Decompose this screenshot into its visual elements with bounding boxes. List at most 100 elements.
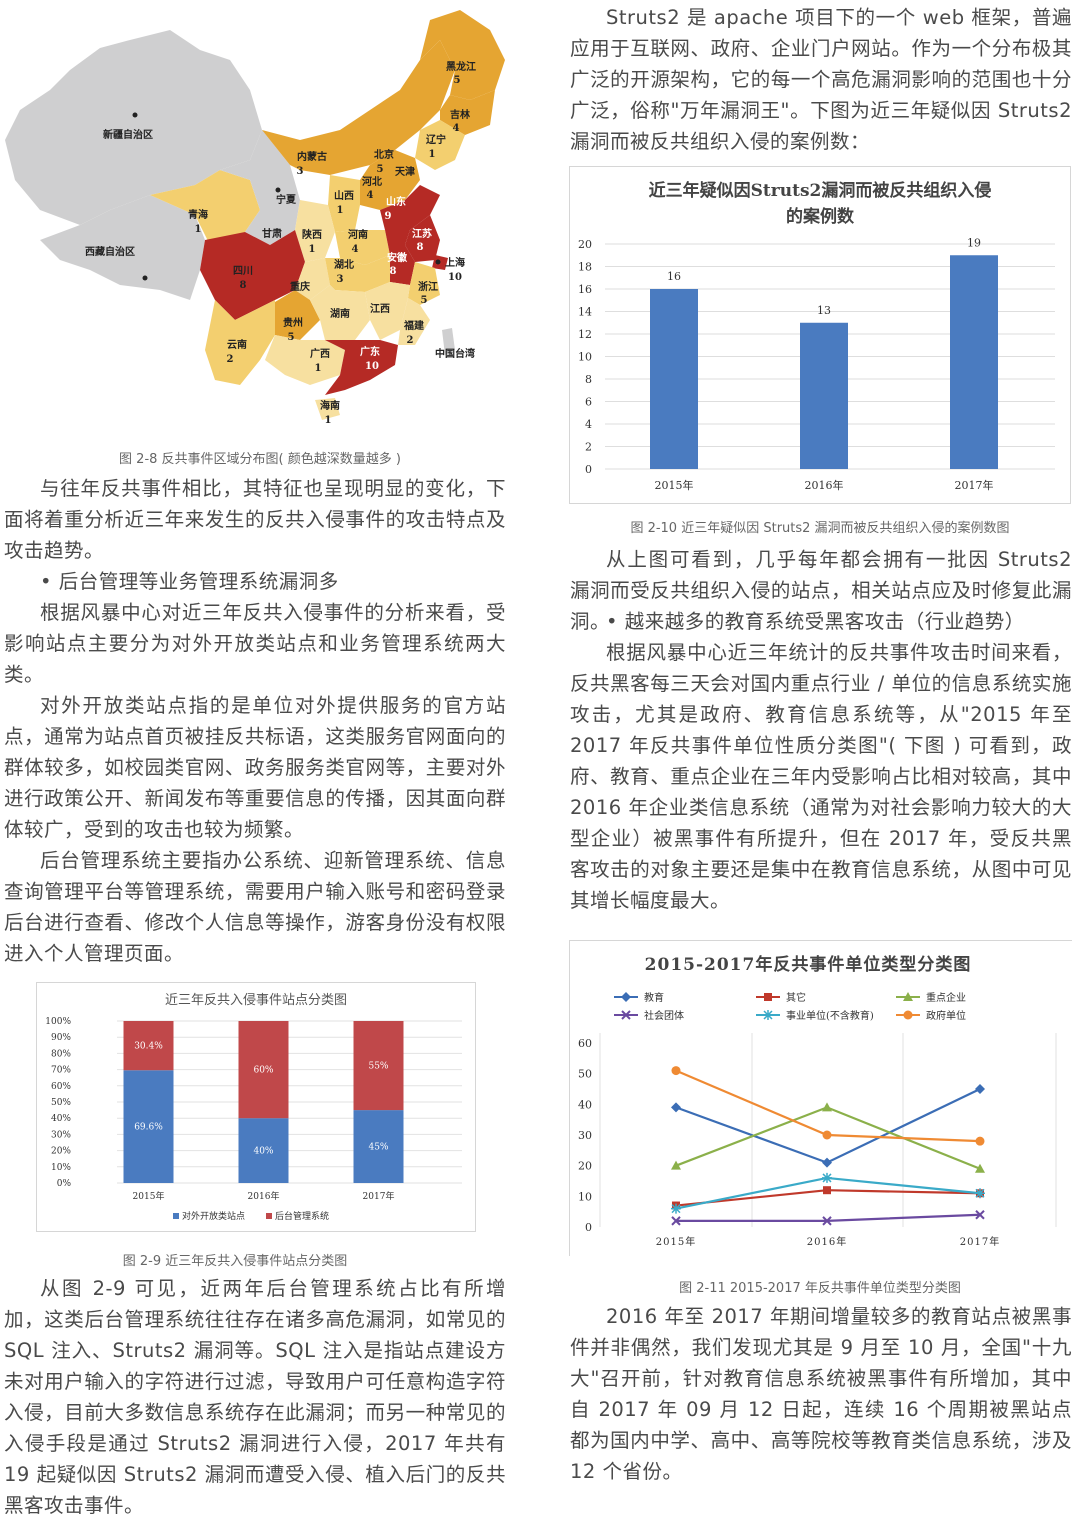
chart3-legend-label: 事业单位(不含教育) [786,1009,874,1022]
svg-text:10: 10 [448,272,462,283]
chart2-xtick: 2015年 [655,478,694,492]
chart2-title: 近三年疑似因Struts2漏洞而被反共组织入侵的案例数 [649,180,992,227]
region-hubei [325,255,390,292]
left-heading-1: • 后台管理等业务管理系统漏洞多 [40,570,339,593]
region-ningxia [270,185,300,215]
chart3-point [671,1066,681,1076]
chart1-data-label: 30.4% [134,1042,163,1052]
map-label-shanghai: 上海 [445,256,465,269]
chart3-point [671,1203,681,1214]
svg-text:1: 1 [337,205,344,216]
chart2-data-label: 19 [967,236,981,249]
chart2-data-label: 16 [667,270,681,283]
map-label-gansu: 甘肃 [262,227,282,240]
region-neimenggu [262,40,455,175]
svg-text:2: 2 [407,335,414,346]
region-guizhou [270,290,320,340]
chart3-ytick: 30 [578,1129,592,1142]
region-xinjiang [5,30,262,225]
chart3-point [671,1102,681,1113]
map-label-xinjiang: 新疆自治区 [103,128,153,141]
chart1-data-label: 45% [368,1143,388,1153]
chart1-bar [123,1070,174,1183]
map-label-shandong: 山东 [386,195,406,208]
chart3-point [822,1130,832,1140]
map-label-tianjin: 天津 [395,165,415,178]
chart2-data-label: 13 [817,304,831,317]
right-para-4: 2016 年至 2017 年期间增量较多的教育站点被黑事件并非偶然，我们发现尤其… [570,1305,1072,1483]
map-label-ningxia: 宁夏 [276,193,297,206]
chart1-bar [238,1021,289,1119]
svg-text:5: 5 [377,164,384,175]
chart2-ytick: 4 [585,418,592,431]
map-label-tibet: 西藏自治区 [85,245,135,258]
map-label-hubei: 湖北 [334,258,354,271]
svg-text:8: 8 [390,266,397,277]
region-jiangsu [405,215,440,262]
chart2-ytick: 16 [578,283,592,296]
chart-struts2-svg: 近三年疑似因Struts2漏洞而被反共组织入侵的案例数 0 2 4 6 8 10 12 14 16… [578,180,1055,492]
chart-struts2: 近三年疑似因Struts2漏洞而被反共组织入侵的案例数 0 2 4 6 8 10 12 14 16… [569,166,1071,504]
chart3-point [621,1010,631,1020]
map-label-beijing: 北京 [374,148,394,161]
chart1-ytick: 10% [51,1163,71,1173]
svg-text:5: 5 [288,332,295,343]
chart3-ytick: 50 [578,1068,592,1081]
chart1-legend-label: 对外开放类站点 [182,1210,245,1222]
chart2-bar [950,255,998,469]
chart2-ytick: 14 [578,306,592,319]
chart2-ytick: 0 [585,463,592,476]
svg-text:1: 1 [309,244,316,255]
right-para-3: 根据风暴中心近三年统计的反共事件攻击时间来看，反共黑客每三天会对国内重点行业 /… [570,641,1072,912]
chart3-legend-label: 教育 [644,991,664,1004]
chart3-ytick: 20 [578,1160,592,1173]
chart3-legend-label: 政府单位 [926,1009,966,1022]
left-para-5: 从图 2-9 可见，近两年后台管理系统占比有所增加，这类后台管理系统往往存在诸多… [4,1277,506,1517]
svg-text:3: 3 [337,274,344,285]
chart3-point [621,992,631,1002]
svg-text:1: 1 [195,224,202,235]
map-label-sichuan: 四川 [233,265,253,277]
region-chongqing [295,258,330,300]
chart1-legend-label: 后台管理系统 [275,1210,329,1222]
region-jiangxi [365,282,410,340]
svg-text:8: 8 [417,242,424,253]
left-para-4: 后台管理系统主要指办公系统、迎新管理系统、信息查询管理平台等管理系统，需要用户输… [4,849,506,965]
map-label-hainan: 海南 [320,399,340,412]
chart1-xtick: 2015年 [133,1190,165,1202]
chart1-ytick: 100% [45,1017,71,1027]
svg-text:3: 3 [297,166,304,177]
region-hunan [310,285,370,340]
chart1-data-label: 55% [368,1062,388,1072]
chart3-legend-label: 社会团体 [644,1009,684,1022]
svg-text:1: 1 [325,415,332,426]
map-label-jilin: 吉林 [450,108,471,121]
svg-text:1: 1 [429,149,436,160]
chart-unit-type-svg: 2015-2017年反共事件单位类型分类图 0 10 20 30 40 50 60 2015年 2… [578,954,1057,1248]
chart1-ytick: 90% [51,1033,71,1043]
chart3-ytick: 0 [585,1221,592,1234]
region-hainan [315,398,340,420]
chart1-data-label: 40% [253,1147,273,1157]
svg-text:2: 2 [227,354,234,365]
chart1-ytick: 70% [51,1066,71,1076]
map-label-hunan: 湖南 [330,307,350,320]
chart3-point [822,1102,832,1112]
right-heading-2: • 越来越多的教育系统受黑客攻击（行业趋势） [606,610,1025,633]
region-yunnan [205,300,275,385]
china-map-figure: 新疆自治区 西藏自治区 青海 1 甘肃 四川 8 云南 2 内蒙古 3 宁夏 陕… [0,0,520,440]
chart3-point [764,993,772,1001]
chart-site-category-svg: 近三年反共入侵事件站点分类图 0% 10% 20% 30% 40% 50% 60% 70% 80%… [45,992,462,1222]
map-label-heilongjiang: 黑龙江 [446,60,476,73]
chart2-ytick: 6 [585,396,592,409]
map-label-jiangxi: 江西 [370,302,390,315]
map-label-chongqing: 重庆 [290,280,310,293]
map-label-fujian: 福建 [403,319,425,332]
svg-text:1: 1 [315,363,322,374]
chart2-ytick: 2 [585,441,592,454]
region-heilongjiang [420,10,505,100]
chart3-point [822,1216,832,1226]
map-label-zhejiang: 浙江 [418,280,438,293]
chart2-xtick: 2017年 [955,478,994,492]
chart1-ytick: 50% [51,1098,71,1108]
